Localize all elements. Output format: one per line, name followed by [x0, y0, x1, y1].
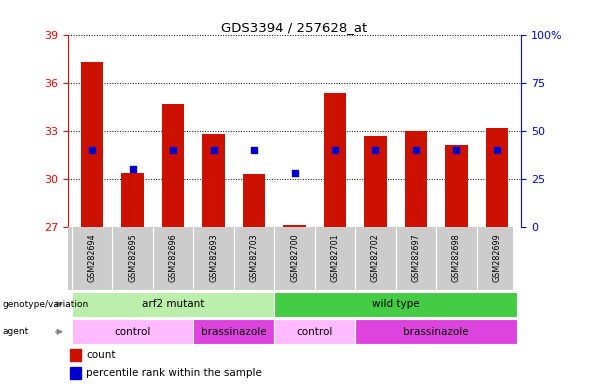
Point	[168, 147, 178, 153]
Title: GDS3394 / 257628_at: GDS3394 / 257628_at	[221, 21, 368, 34]
Bar	[274, 319, 355, 344]
Bar	[445, 146, 468, 227]
Bar	[365, 136, 386, 227]
Bar	[243, 174, 265, 227]
Text: percentile rank within the sample: percentile rank within the sample	[86, 368, 262, 378]
Bar	[193, 319, 274, 344]
Bar	[81, 62, 103, 227]
Text: GSM282695: GSM282695	[128, 233, 137, 282]
Point	[411, 147, 421, 153]
Bar	[70, 349, 81, 361]
Point	[87, 147, 97, 153]
Text: GSM282702: GSM282702	[371, 233, 380, 282]
Text: GSM282697: GSM282697	[412, 233, 421, 282]
Text: count: count	[86, 350, 115, 360]
Bar	[274, 292, 517, 316]
Text: GSM282696: GSM282696	[168, 233, 177, 282]
Text: GSM282698: GSM282698	[452, 233, 461, 282]
Text: agent: agent	[3, 327, 29, 336]
Bar	[486, 128, 508, 227]
Text: GSM282694: GSM282694	[88, 233, 97, 282]
Text: GSM282699: GSM282699	[492, 233, 501, 282]
Text: arf2 mutant: arf2 mutant	[142, 299, 204, 309]
Point	[290, 170, 299, 176]
Point	[371, 147, 380, 153]
Point	[492, 147, 502, 153]
Text: control: control	[114, 327, 151, 337]
Point	[330, 147, 340, 153]
Text: brassinazole: brassinazole	[403, 327, 469, 337]
Text: wild type: wild type	[372, 299, 419, 309]
Bar	[72, 292, 274, 316]
Bar	[72, 319, 193, 344]
Bar	[283, 225, 306, 227]
Bar	[162, 104, 184, 227]
Point	[249, 147, 259, 153]
Point	[128, 166, 137, 172]
Bar	[355, 319, 517, 344]
Text: brassinazole: brassinazole	[201, 327, 267, 337]
Bar	[121, 172, 144, 227]
Text: GSM282693: GSM282693	[209, 233, 218, 282]
Bar	[203, 134, 224, 227]
Text: genotype/variation: genotype/variation	[3, 300, 89, 309]
Text: GSM282701: GSM282701	[330, 233, 339, 282]
Point	[209, 147, 218, 153]
Bar	[324, 93, 346, 227]
Bar	[405, 131, 427, 227]
Text: GSM282703: GSM282703	[250, 233, 259, 282]
Text: control: control	[296, 327, 333, 337]
Point	[452, 147, 461, 153]
Text: GSM282700: GSM282700	[290, 233, 299, 282]
Bar	[70, 367, 81, 379]
